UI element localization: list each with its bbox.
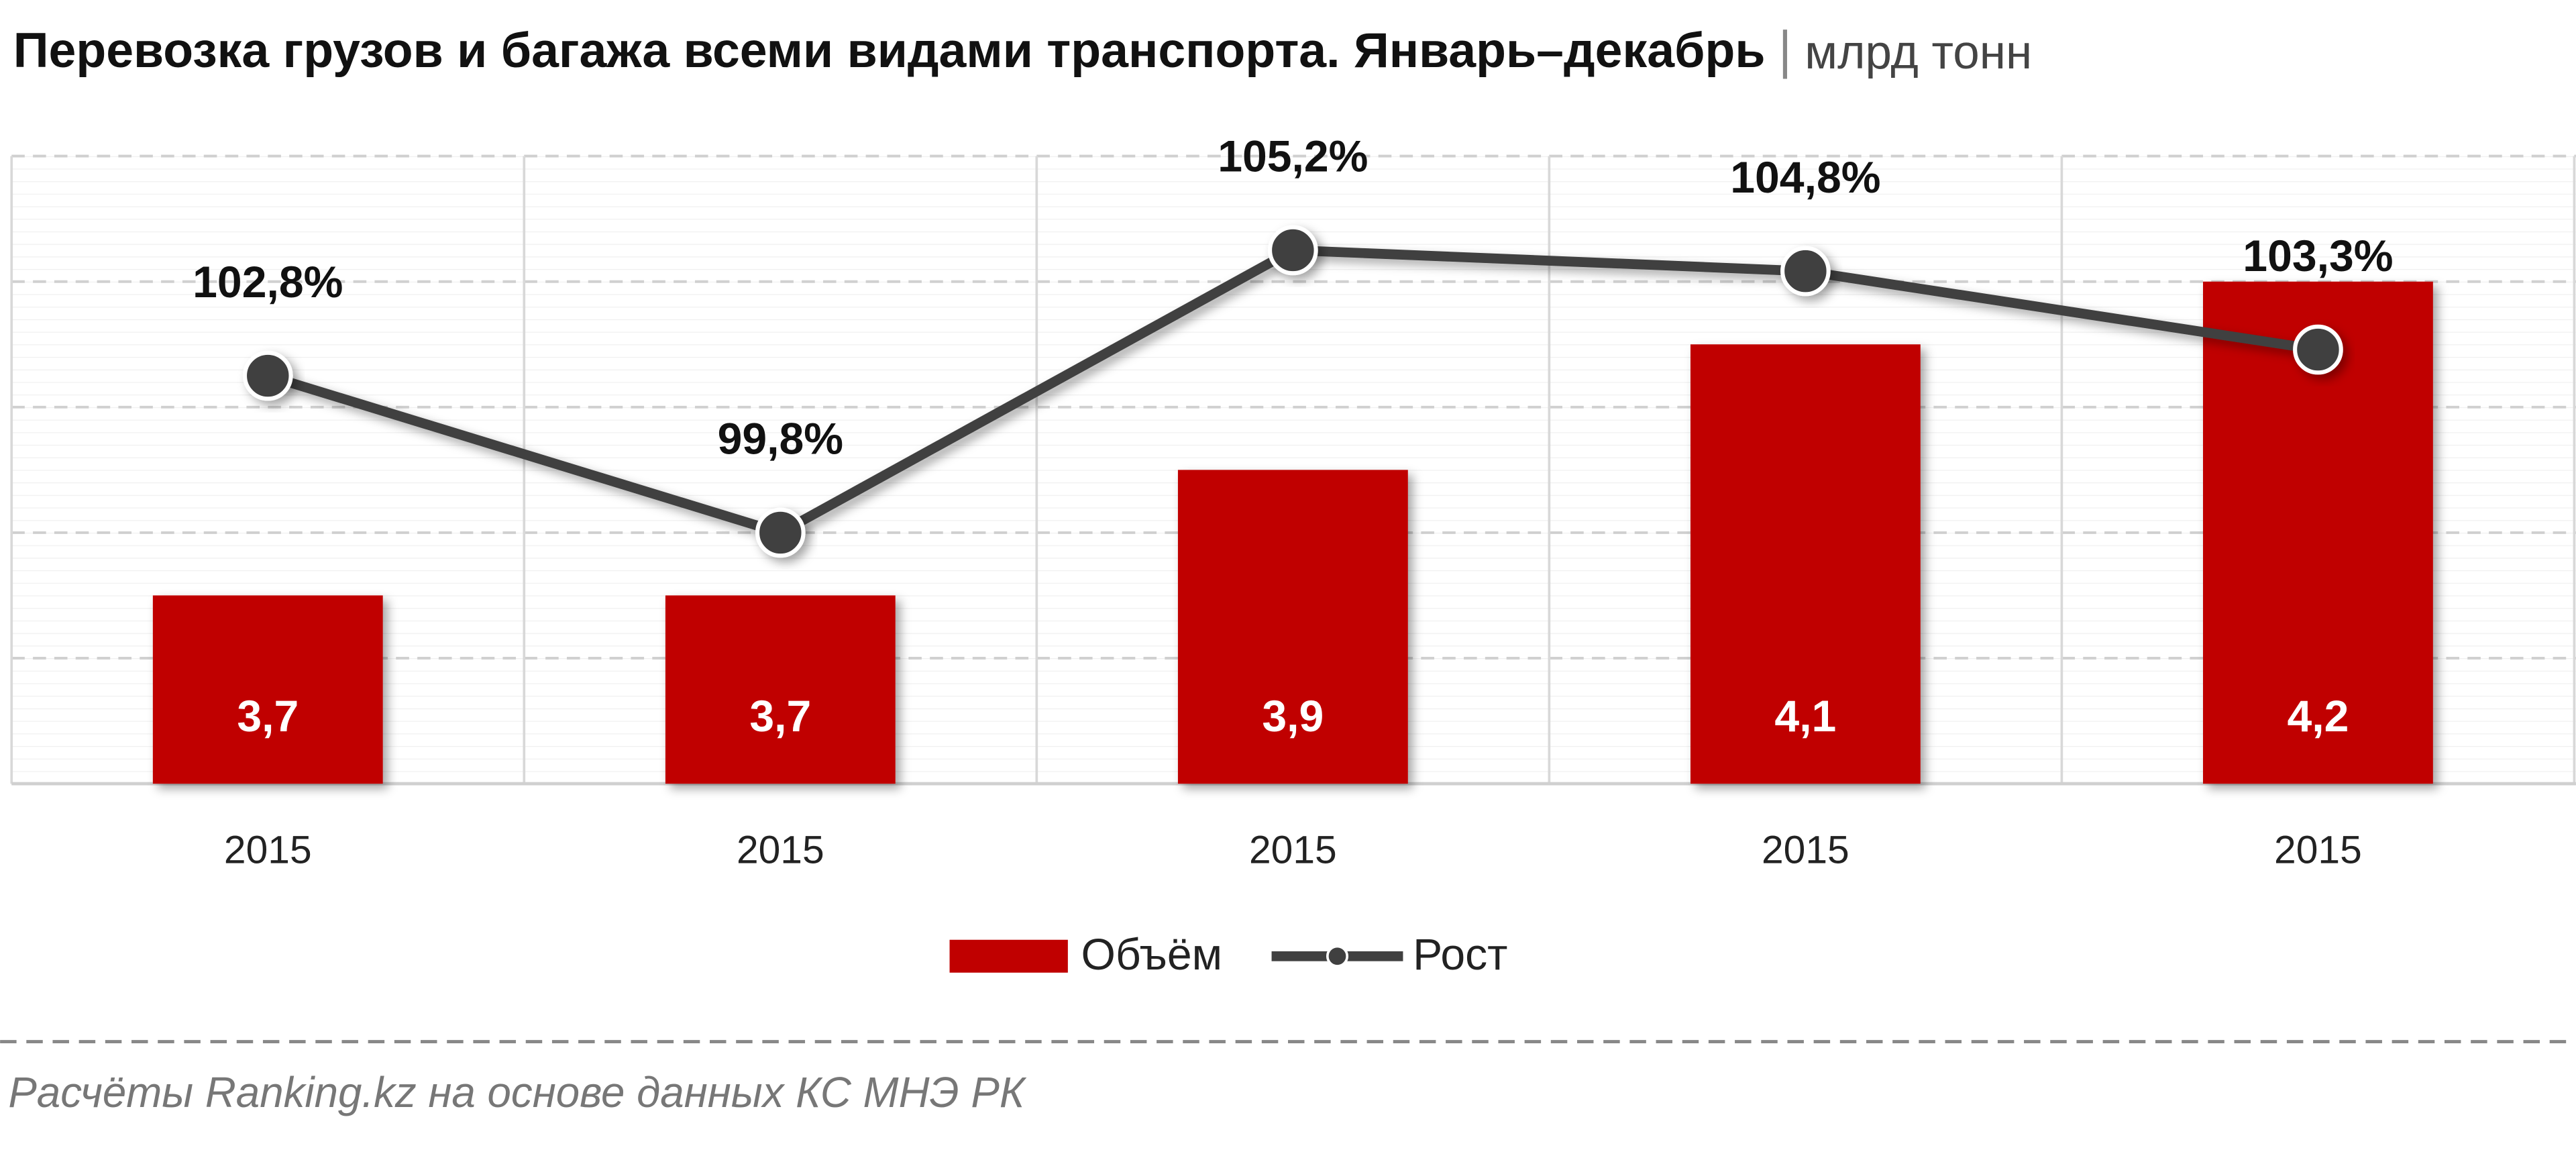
bar-value-label: 3,9 bbox=[1262, 692, 1324, 741]
x-tick-label: 2015 bbox=[1762, 828, 1849, 872]
line-point bbox=[1268, 225, 1318, 276]
chart-title: Перевозка грузов и багажа всеми видами т… bbox=[13, 22, 1766, 78]
line-point bbox=[2293, 324, 2343, 375]
chart-subtitle: млрд тонн bbox=[1805, 26, 2032, 79]
line-point bbox=[242, 350, 293, 401]
line-value-label: 103,3% bbox=[2243, 231, 2393, 281]
x-tick-label: 2015 bbox=[224, 828, 312, 872]
bar-value-label: 3,7 bbox=[749, 692, 811, 741]
line-value-label: 102,8% bbox=[193, 258, 343, 307]
line-point bbox=[1780, 246, 1831, 297]
bar bbox=[152, 595, 383, 784]
bar bbox=[1690, 344, 1921, 784]
source-note: Расчёты Ranking.kz на основе данных КС М… bbox=[8, 1069, 1027, 1116]
x-tick-label: 2015 bbox=[2274, 828, 2362, 872]
line-value-label: 104,8% bbox=[1730, 153, 1880, 203]
x-tick-label: 2015 bbox=[737, 828, 824, 872]
x-tick-label: 2015 bbox=[1249, 828, 1337, 872]
bar-value-label: 3,7 bbox=[237, 692, 299, 741]
line-value-label: 105,2% bbox=[1218, 132, 1368, 182]
line-value-label: 99,8% bbox=[718, 415, 843, 464]
legend-label: Рост bbox=[1413, 930, 1507, 980]
bar bbox=[665, 595, 896, 784]
legend-swatch-point bbox=[1326, 945, 1349, 967]
line-point bbox=[755, 507, 806, 558]
legend-label: Объём bbox=[1081, 930, 1222, 980]
bar-value-label: 4,1 bbox=[1774, 692, 1836, 741]
legend-swatch bbox=[949, 939, 1068, 973]
bar-value-label: 4,2 bbox=[2287, 692, 2349, 741]
bar bbox=[1177, 470, 1408, 784]
